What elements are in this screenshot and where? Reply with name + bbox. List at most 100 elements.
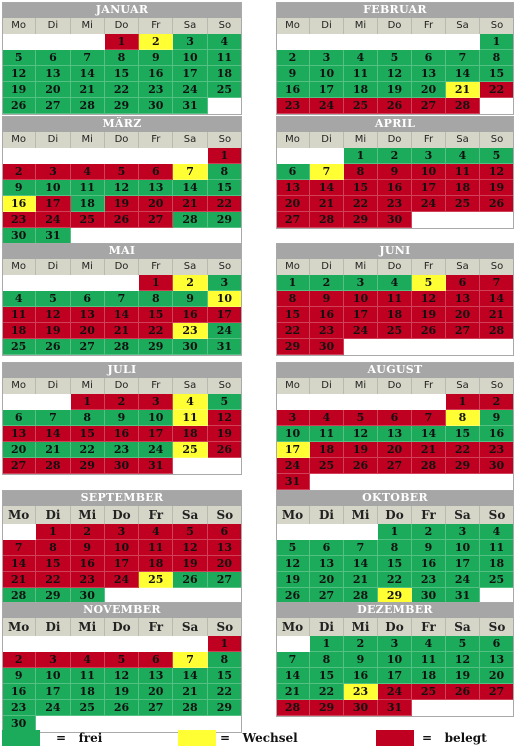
day-cell[interactable]: 19 (412, 307, 446, 323)
day-cell[interactable]: 31 (378, 700, 412, 716)
day-cell[interactable]: 15 (344, 180, 378, 196)
day-cell[interactable]: 16 (310, 307, 344, 323)
day-cell[interactable]: 9 (2, 180, 37, 196)
day-cell[interactable]: 21 (2, 572, 37, 588)
day-cell[interactable]: 17 (36, 196, 71, 212)
day-cell[interactable]: 1 (276, 275, 310, 291)
day-cell[interactable]: 5 (36, 291, 71, 307)
day-cell[interactable]: 24 (412, 196, 446, 212)
day-cell[interactable]: 10 (36, 180, 71, 196)
day-cell[interactable]: 2 (344, 636, 378, 652)
day-cell[interactable]: 23 (480, 442, 514, 458)
day-cell[interactable]: 31 (139, 458, 174, 474)
day-cell[interactable]: 29 (344, 212, 378, 228)
day-cell[interactable]: 11 (310, 426, 344, 442)
day-cell[interactable]: 14 (446, 66, 480, 82)
day-cell[interactable]: 26 (36, 339, 71, 355)
day-cell[interactable]: 21 (173, 196, 208, 212)
day-cell[interactable]: 20 (70, 323, 105, 339)
day-cell[interactable]: 27 (36, 98, 71, 114)
day-cell[interactable]: 20 (36, 82, 71, 98)
day-cell[interactable]: 29 (70, 458, 105, 474)
day-cell[interactable]: 11 (70, 180, 105, 196)
day-cell[interactable]: 17 (104, 556, 140, 572)
day-cell[interactable]: 23 (276, 98, 310, 114)
day-cell[interactable]: 9 (139, 50, 174, 66)
day-cell[interactable]: 20 (310, 572, 344, 588)
day-cell[interactable]: 20 (276, 196, 310, 212)
day-cell[interactable]: 6 (207, 524, 242, 540)
day-cell[interactable]: 7 (446, 50, 480, 66)
day-cell[interactable]: 13 (207, 540, 242, 556)
day-cell[interactable]: 14 (480, 291, 514, 307)
day-cell[interactable]: 3 (207, 275, 242, 291)
day-cell[interactable]: 26 (412, 323, 446, 339)
day-cell[interactable]: 8 (207, 652, 242, 668)
day-cell[interactable]: 13 (446, 291, 480, 307)
day-cell[interactable]: 10 (139, 410, 174, 426)
day-cell[interactable]: 28 (480, 323, 514, 339)
day-cell[interactable]: 29 (139, 339, 174, 355)
day-cell[interactable]: 15 (378, 556, 412, 572)
day-cell[interactable]: 9 (480, 410, 514, 426)
day-cell[interactable]: 26 (104, 700, 140, 716)
day-cell[interactable]: 26 (2, 98, 37, 114)
day-cell[interactable]: 26 (378, 98, 412, 114)
day-cell[interactable]: 17 (412, 180, 446, 196)
day-cell[interactable]: 13 (276, 180, 310, 196)
day-cell[interactable]: 19 (446, 668, 480, 684)
day-cell[interactable]: 8 (276, 291, 310, 307)
day-cell[interactable]: 16 (480, 426, 514, 442)
day-cell[interactable]: 25 (207, 82, 242, 98)
day-cell[interactable]: 7 (104, 291, 140, 307)
day-cell[interactable]: 25 (412, 684, 446, 700)
day-cell[interactable]: 16 (2, 196, 37, 212)
day-cell[interactable]: 2 (173, 275, 208, 291)
day-cell[interactable]: 17 (207, 307, 242, 323)
day-cell[interactable]: 23 (2, 212, 37, 228)
day-cell[interactable]: 13 (412, 66, 446, 82)
day-cell[interactable]: 27 (139, 212, 174, 228)
day-cell[interactable]: 12 (276, 556, 310, 572)
day-cell[interactable]: 2 (412, 524, 446, 540)
day-cell[interactable]: 20 (446, 307, 480, 323)
day-cell[interactable]: 21 (36, 442, 71, 458)
day-cell[interactable]: 6 (446, 275, 480, 291)
day-cell[interactable]: 19 (276, 572, 310, 588)
day-cell[interactable]: 12 (344, 426, 378, 442)
day-cell[interactable]: 19 (173, 556, 208, 572)
day-cell[interactable]: 8 (36, 540, 71, 556)
day-cell[interactable]: 1 (104, 34, 140, 50)
day-cell[interactable]: 10 (310, 66, 344, 82)
day-cell[interactable]: 24 (173, 82, 208, 98)
day-cell[interactable]: 9 (276, 66, 310, 82)
day-cell[interactable]: 5 (378, 50, 412, 66)
day-cell[interactable]: 22 (480, 82, 514, 98)
day-cell[interactable]: 12 (378, 66, 412, 82)
day-cell[interactable]: 4 (70, 164, 105, 180)
day-cell[interactable]: 8 (104, 50, 140, 66)
day-cell[interactable]: 19 (480, 180, 514, 196)
day-cell[interactable]: 23 (70, 572, 105, 588)
day-cell[interactable]: 12 (173, 540, 208, 556)
day-cell[interactable]: 11 (378, 291, 412, 307)
day-cell[interactable]: 18 (480, 556, 514, 572)
day-cell[interactable]: 3 (139, 394, 174, 410)
day-cell[interactable]: 28 (70, 98, 105, 114)
day-cell[interactable]: 29 (276, 339, 310, 355)
day-cell[interactable]: 17 (139, 426, 174, 442)
day-cell[interactable]: 22 (139, 323, 174, 339)
day-cell[interactable]: 18 (139, 556, 174, 572)
day-cell[interactable]: 6 (2, 410, 37, 426)
day-cell[interactable]: 13 (139, 180, 174, 196)
day-cell[interactable]: 28 (36, 458, 71, 474)
day-cell[interactable]: 24 (378, 684, 412, 700)
day-cell[interactable]: 27 (2, 458, 37, 474)
day-cell[interactable]: 18 (378, 307, 412, 323)
day-cell[interactable]: 7 (276, 652, 310, 668)
day-cell[interactable]: 8 (207, 164, 242, 180)
day-cell[interactable]: 19 (104, 684, 140, 700)
day-cell[interactable]: 12 (2, 66, 37, 82)
day-cell[interactable]: 18 (2, 323, 37, 339)
day-cell[interactable]: 9 (344, 652, 378, 668)
